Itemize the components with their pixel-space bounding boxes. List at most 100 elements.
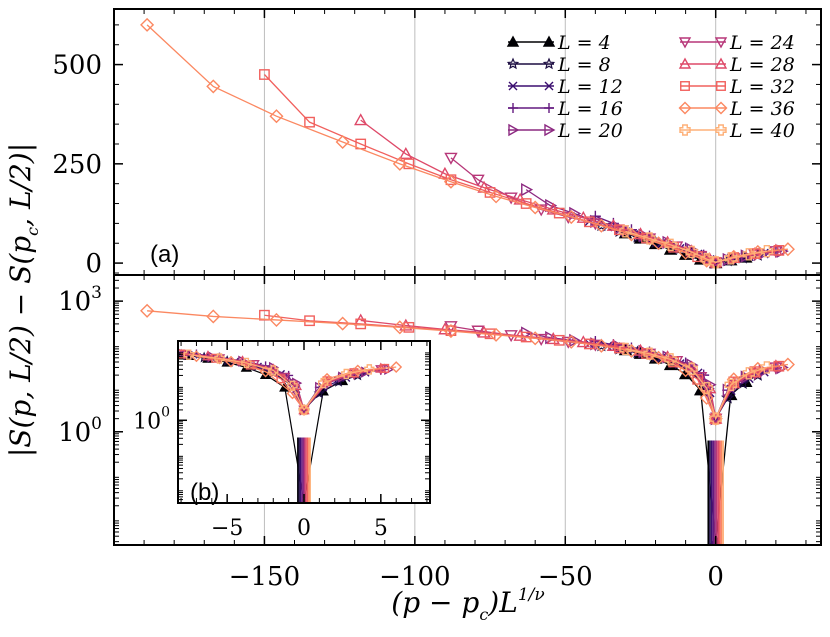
data-point bbox=[206, 79, 221, 94]
data-point bbox=[335, 134, 350, 150]
data-point bbox=[700, 252, 713, 266]
data-point bbox=[477, 325, 491, 338]
data-point bbox=[619, 225, 632, 238]
legend-marker bbox=[506, 57, 520, 70]
data-point bbox=[704, 378, 717, 392]
data-point bbox=[528, 331, 543, 346]
y-tick-label: 0 bbox=[85, 249, 102, 279]
legend-label: L = 24 bbox=[729, 32, 795, 54]
data-point bbox=[760, 244, 774, 258]
data-point bbox=[318, 377, 329, 389]
legend-item: L = 40 bbox=[679, 120, 795, 142]
legend-label: L = 16 bbox=[557, 98, 623, 120]
panel-b-frame bbox=[113, 274, 822, 546]
data-point bbox=[728, 376, 740, 388]
series-l32 bbox=[259, 69, 785, 268]
data-point bbox=[699, 390, 714, 405]
legend-marker bbox=[716, 81, 726, 91]
series-l36 bbox=[140, 17, 795, 270]
legend-item: L = 36 bbox=[678, 98, 795, 120]
series-line bbox=[263, 74, 779, 263]
data-point bbox=[710, 413, 722, 425]
legend-marker bbox=[508, 123, 520, 137]
legend-label: L = 8 bbox=[557, 54, 611, 76]
legend-marker bbox=[544, 123, 556, 137]
series-line bbox=[188, 354, 370, 412]
data-point bbox=[269, 109, 284, 124]
legend-item: L = 32 bbox=[680, 76, 795, 98]
panel-a: 0 250 500 bbox=[52, 8, 822, 279]
legend-marker bbox=[680, 81, 690, 91]
data-point bbox=[664, 238, 677, 252]
legend-label: L = 28 bbox=[729, 54, 795, 76]
x-tick-label: 5 bbox=[374, 516, 388, 541]
legend-marker bbox=[508, 81, 518, 91]
series-log-l40 bbox=[619, 342, 774, 425]
data-point bbox=[643, 232, 656, 245]
data-point bbox=[392, 156, 407, 171]
data-point bbox=[140, 303, 155, 318]
legend-item: L = 20 bbox=[508, 120, 623, 142]
legend-label: L = 36 bbox=[729, 98, 795, 120]
legend-marker bbox=[508, 103, 518, 113]
data-point bbox=[489, 189, 504, 204]
data-point bbox=[643, 347, 656, 360]
data-point bbox=[351, 364, 364, 377]
x-tick-label: −150 bbox=[229, 562, 300, 592]
data-point bbox=[399, 146, 413, 160]
inset-b: −5 0 5 100 bbox=[133, 340, 431, 541]
legend-marker bbox=[715, 124, 727, 136]
y-tick-label: 103 bbox=[58, 283, 102, 317]
legend-label: L = 20 bbox=[557, 120, 623, 142]
inset-data bbox=[169, 347, 403, 503]
x-tick-label: −5 bbox=[211, 516, 243, 541]
legend-marker bbox=[678, 101, 692, 115]
data-point bbox=[354, 113, 368, 126]
series-l40 bbox=[619, 225, 774, 269]
inset-critical-dip bbox=[297, 437, 311, 503]
legend-label: L = 40 bbox=[729, 120, 795, 142]
panel-a-frame bbox=[113, 8, 822, 276]
data-point bbox=[780, 242, 795, 257]
data-point bbox=[594, 338, 609, 353]
data-point bbox=[699, 253, 714, 268]
data-point bbox=[169, 347, 178, 356]
legend-item: L = 28 bbox=[678, 54, 795, 76]
legend: L = 4L = 8L = 12L = 16L = 20 L = 24L = 28… bbox=[506, 32, 795, 142]
data-point bbox=[276, 374, 286, 384]
data-point bbox=[335, 316, 350, 331]
data-point bbox=[202, 350, 214, 361]
data-point bbox=[521, 182, 534, 197]
data-point bbox=[259, 69, 270, 80]
legend-item: L = 4 bbox=[506, 32, 611, 54]
data-point bbox=[685, 362, 698, 375]
data-point bbox=[403, 158, 415, 170]
legend-marker bbox=[542, 35, 556, 47]
data-point bbox=[438, 166, 452, 179]
data-point bbox=[709, 256, 722, 269]
data-point bbox=[700, 382, 713, 395]
legend-marker bbox=[714, 37, 728, 49]
data-point bbox=[178, 354, 180, 357]
data-point bbox=[619, 342, 632, 356]
x-tick-label: −100 bbox=[379, 562, 450, 592]
data-point bbox=[664, 353, 677, 366]
panel-a-data bbox=[140, 17, 795, 270]
series-line bbox=[450, 157, 776, 263]
data-point bbox=[633, 343, 648, 356]
y-tick-label: 100 bbox=[58, 414, 102, 448]
legend-marker bbox=[544, 103, 554, 113]
legend-item: L = 12 bbox=[508, 76, 623, 98]
data-point bbox=[183, 349, 194, 360]
data-point bbox=[341, 368, 352, 380]
data-point bbox=[724, 378, 737, 391]
data-point bbox=[364, 364, 375, 375]
data-point bbox=[444, 321, 458, 334]
data-point bbox=[304, 116, 315, 128]
y-axis-title: |S(p, L/2) − S(pc, L/2)| bbox=[4, 143, 42, 457]
series-log-l24 bbox=[444, 321, 783, 426]
y-tick-label: 500 bbox=[52, 51, 102, 81]
data-point bbox=[392, 320, 407, 335]
data-point bbox=[268, 365, 279, 376]
